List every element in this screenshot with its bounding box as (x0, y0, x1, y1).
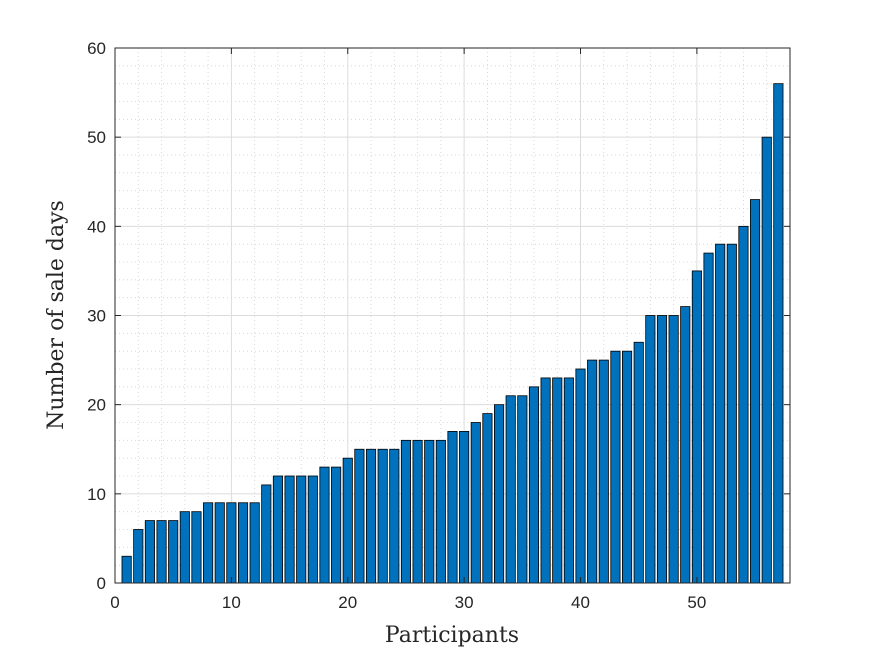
x-tick-label: 20 (338, 593, 357, 612)
bar (575, 368, 586, 584)
minor-grid (115, 48, 790, 583)
bar (645, 315, 656, 584)
bar (284, 475, 295, 584)
x-tick-label: 0 (110, 593, 119, 612)
bar (517, 395, 528, 584)
bar (156, 520, 167, 584)
bar (144, 520, 155, 584)
bar (296, 475, 307, 584)
bar (121, 555, 132, 584)
bar (272, 475, 283, 584)
y-tick-label: 10 (87, 485, 106, 504)
bar (459, 431, 470, 584)
bar (470, 422, 481, 584)
bar (226, 502, 237, 584)
bar (365, 448, 377, 584)
bar (750, 199, 761, 584)
bar (773, 83, 784, 584)
y-tick-label: 40 (87, 217, 106, 236)
bar (703, 252, 714, 584)
bar (656, 315, 668, 584)
x-tick-label: 50 (687, 593, 706, 612)
x-tick-labels: 0 10 20 30 40 50 (110, 593, 706, 612)
bar (482, 413, 493, 584)
bars (121, 83, 784, 584)
bar (587, 359, 598, 584)
x-axis-label: Participants (385, 623, 519, 648)
bar (412, 439, 423, 584)
bar (214, 502, 225, 584)
bar (203, 502, 214, 584)
bar (610, 350, 621, 584)
bar (377, 448, 388, 584)
bar (505, 395, 516, 584)
bar (680, 306, 691, 584)
bar (761, 136, 772, 584)
bar (726, 243, 737, 584)
bar (191, 511, 202, 584)
bar (598, 359, 609, 584)
bar (715, 243, 726, 584)
y-tick-labels: 0 10 20 30 40 50 60 (87, 39, 106, 593)
bar (691, 270, 702, 584)
tick-marks (114, 47, 790, 584)
x-tick-label: 40 (571, 593, 590, 612)
bar (633, 341, 644, 584)
bar (528, 386, 540, 584)
bar (319, 466, 330, 584)
bar (424, 439, 435, 584)
y-tick-label: 50 (87, 128, 106, 147)
bar (668, 315, 679, 584)
bar (738, 225, 749, 584)
bar (400, 439, 412, 584)
bar (354, 448, 365, 584)
y-tick-label: 60 (87, 39, 106, 58)
bar (342, 457, 353, 584)
bar (447, 431, 458, 584)
x-tick-label: 10 (222, 593, 241, 612)
y-tick-label: 0 (97, 574, 106, 593)
bar (563, 377, 574, 584)
bar (133, 529, 144, 584)
bar (237, 502, 249, 584)
bar (249, 502, 260, 584)
bar (493, 404, 505, 584)
bar (168, 520, 179, 584)
x-tick-label: 30 (455, 593, 474, 612)
bar (540, 377, 551, 584)
bar (622, 350, 633, 584)
y-tick-label: 30 (87, 307, 106, 326)
bar (331, 466, 342, 584)
y-tick-label: 20 (87, 396, 106, 415)
bar (435, 439, 446, 584)
y-axis-label: Number of sale days (44, 200, 69, 430)
bar (179, 511, 190, 584)
bar (307, 475, 318, 584)
bar (552, 377, 563, 584)
bar (389, 448, 400, 584)
bar (261, 484, 272, 584)
